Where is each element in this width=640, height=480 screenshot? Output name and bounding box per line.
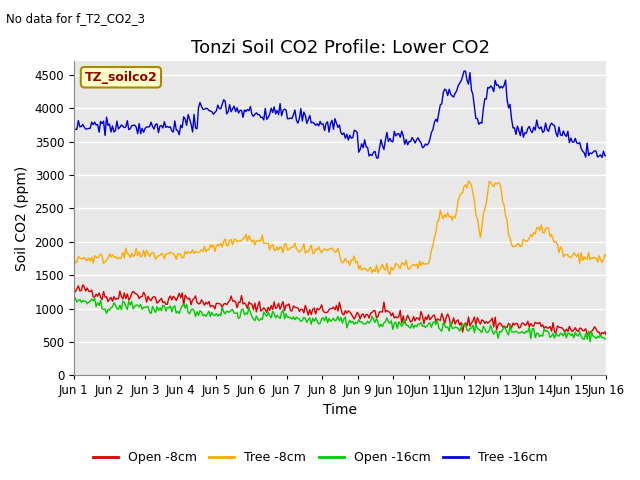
Legend: Open -8cm, Tree -8cm, Open -16cm, Tree -16cm: Open -8cm, Tree -8cm, Open -16cm, Tree -… xyxy=(88,446,552,469)
Title: Tonzi Soil CO2 Profile: Lower CO2: Tonzi Soil CO2 Profile: Lower CO2 xyxy=(191,39,490,57)
Tree -16cm xyxy=(374,156,382,161)
Tree -16cm xyxy=(603,153,611,158)
Tree -8cm xyxy=(70,255,77,261)
Open -8cm xyxy=(257,308,265,314)
Open -8cm xyxy=(305,312,312,318)
Line: Tree -8cm: Tree -8cm xyxy=(74,181,607,275)
Open -16cm xyxy=(137,301,145,307)
Open -8cm xyxy=(79,282,86,288)
Tree -8cm xyxy=(576,261,584,266)
Tree -8cm xyxy=(246,236,254,242)
Line: Open -16cm: Open -16cm xyxy=(74,298,607,342)
Open -16cm xyxy=(257,316,265,322)
Line: Open -8cm: Open -8cm xyxy=(74,285,607,336)
Tree -8cm xyxy=(255,238,263,243)
Tree -16cm xyxy=(70,127,77,132)
Text: No data for f_T2_CO2_3: No data for f_T2_CO2_3 xyxy=(6,12,145,25)
Tree -8cm xyxy=(228,242,236,248)
Open -16cm xyxy=(70,298,77,304)
Open -8cm xyxy=(603,333,611,338)
X-axis label: Time: Time xyxy=(323,403,357,417)
Tree -16cm xyxy=(255,112,263,118)
Tree -16cm xyxy=(246,104,254,109)
Open -16cm xyxy=(575,333,582,339)
Tree -8cm xyxy=(603,253,611,259)
Open -16cm xyxy=(305,317,312,323)
Open -16cm xyxy=(72,295,79,301)
Tree -8cm xyxy=(386,272,394,277)
Tree -16cm xyxy=(576,140,584,145)
Y-axis label: Soil CO2 (ppm): Soil CO2 (ppm) xyxy=(15,166,29,271)
Text: TZ_soilco2: TZ_soilco2 xyxy=(84,71,157,84)
Tree -8cm xyxy=(465,178,472,184)
Open -8cm xyxy=(70,288,77,293)
Tree -8cm xyxy=(135,249,143,255)
Open -16cm xyxy=(586,339,594,345)
Open -8cm xyxy=(248,301,256,307)
Tree -16cm xyxy=(460,68,468,74)
Open -8cm xyxy=(575,328,582,334)
Open -16cm xyxy=(230,310,238,316)
Line: Tree -16cm: Tree -16cm xyxy=(74,71,607,158)
Tree -16cm xyxy=(303,120,310,126)
Open -16cm xyxy=(603,336,611,341)
Open -8cm xyxy=(230,298,238,304)
Open -16cm xyxy=(248,313,256,319)
Tree -16cm xyxy=(228,106,236,112)
Tree -16cm xyxy=(135,120,143,126)
Tree -8cm xyxy=(303,248,310,254)
Open -8cm xyxy=(137,294,145,300)
